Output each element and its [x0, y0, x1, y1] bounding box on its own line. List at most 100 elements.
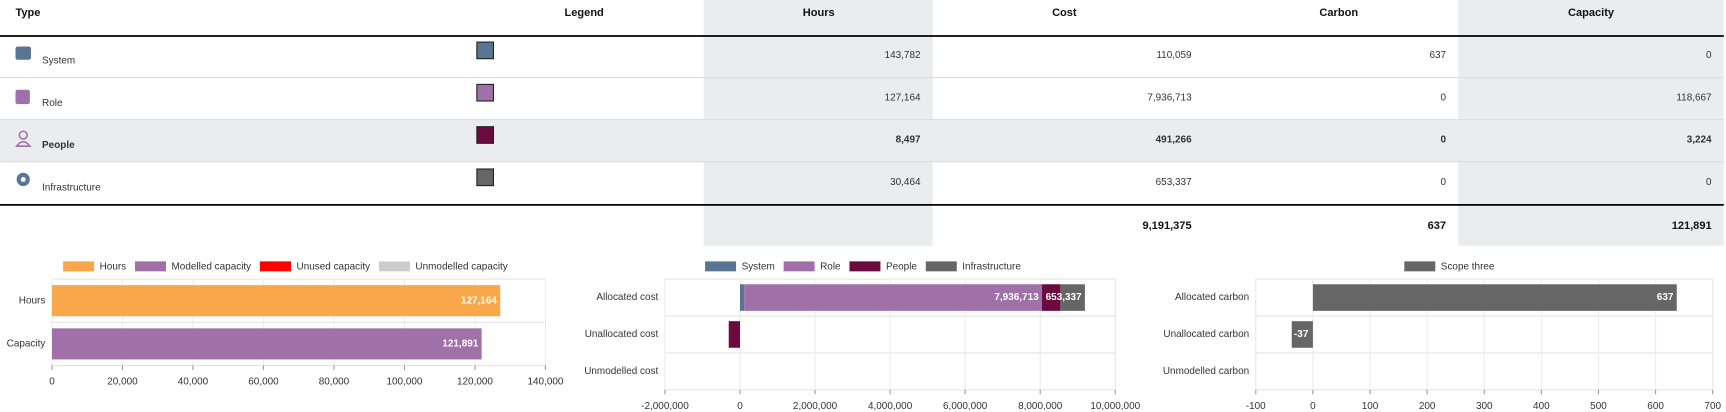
- x-tick-label: 100,000: [386, 377, 422, 388]
- bar-segment: [52, 328, 482, 360]
- people-icon: [15, 130, 32, 147]
- data-label: 637: [1657, 292, 1674, 303]
- legend-swatch: [705, 261, 737, 272]
- cell-value: 143,782: [885, 50, 921, 61]
- cell-value: 127,164: [885, 92, 921, 103]
- legend-label: Scope three: [1441, 262, 1495, 273]
- gear-icon: [16, 172, 30, 187]
- legend-swatch: [476, 168, 495, 187]
- legend-swatch: [135, 261, 166, 272]
- legend-label: Unmodelled capacity: [415, 262, 507, 273]
- x-tick-label: 40,000: [178, 377, 209, 388]
- legend-label: Infrastructure: [962, 262, 1021, 273]
- legend-swatch: [260, 261, 291, 272]
- legend: Scope three: [1404, 261, 1495, 273]
- category-label: Unmodelled carbon: [1163, 366, 1249, 377]
- row-type: Infrastructure: [42, 182, 101, 193]
- x-tick-label: 2,000,000: [793, 401, 838, 412]
- x-tick-label: 8,000,000: [1018, 401, 1063, 412]
- category-label: Unallocated cost: [585, 329, 659, 340]
- legend-swatch: [783, 261, 815, 272]
- x-tick-label: -2,000,000: [641, 401, 689, 412]
- legend-label: People: [886, 262, 917, 273]
- x-tick-label: 600: [1647, 401, 1664, 412]
- data-label: 653,337: [1046, 292, 1082, 303]
- x-tick-label: 60,000: [248, 377, 279, 388]
- x-tick-label: -100: [1246, 401, 1266, 412]
- data-label: 7,936,713: [994, 292, 1039, 303]
- bar-segment: [1060, 284, 1085, 311]
- legend-swatch: [476, 41, 495, 60]
- cell-value: 118,667: [1676, 92, 1712, 103]
- cell-value: 3,224: [1687, 135, 1712, 146]
- column-header: Capacity: [1568, 7, 1615, 19]
- legend-swatch: [925, 261, 957, 272]
- cell-value: 0: [1706, 177, 1712, 188]
- x-tick-label: 10,000,000: [1090, 401, 1140, 412]
- x-tick-label: 140,000: [527, 377, 563, 388]
- x-tick-label: 0: [1310, 401, 1316, 412]
- row-type: People: [42, 140, 75, 151]
- bar-segment: [728, 321, 741, 348]
- x-tick-label: 200: [1419, 401, 1436, 412]
- legend-label: System: [742, 262, 775, 273]
- column-header: Cost: [1052, 7, 1077, 19]
- legend: System Role People Infrastructure: [705, 261, 1021, 273]
- legend: Hours Modelled capacity Unused capacity Unm…: [63, 261, 508, 273]
- x-tick-label: 300: [1476, 401, 1493, 412]
- bar-segment: [52, 285, 501, 317]
- category-label: Hours: [19, 295, 46, 306]
- total-value: 9,191,375: [1142, 220, 1191, 232]
- cell-value: 653,337: [1156, 177, 1192, 188]
- cell-value: 110,059: [1156, 50, 1192, 61]
- cell-value: 0: [1441, 92, 1447, 103]
- x-tick-label: 80,000: [319, 377, 350, 388]
- row-type: System: [42, 56, 75, 67]
- column-header: Legend: [565, 7, 605, 19]
- role-icon: [15, 89, 30, 105]
- data-label: 121,891: [442, 339, 478, 350]
- category-label: Capacity: [7, 339, 46, 350]
- legend-swatch: [1404, 261, 1436, 272]
- legend-label: Hours: [100, 262, 127, 273]
- x-tick-label: 6,000,000: [943, 401, 988, 412]
- legend-swatch: [63, 261, 95, 272]
- cell-value: 8,497: [896, 135, 921, 146]
- bar-segment: [1291, 321, 1313, 348]
- category-label: Allocated carbon: [1175, 292, 1249, 303]
- cell-value: 0: [1441, 177, 1447, 188]
- cell-value: 7,936,713: [1147, 92, 1192, 103]
- cell-value: 0: [1441, 135, 1447, 146]
- cell-value: 30,464: [890, 177, 921, 188]
- legend-label: Unused capacity: [297, 262, 371, 273]
- legend-swatch: [849, 261, 881, 272]
- category-label: Unallocated carbon: [1163, 329, 1249, 340]
- x-tick-label: 20,000: [107, 377, 138, 388]
- x-tick-label: 100: [1362, 401, 1379, 412]
- legend-swatch: [476, 126, 495, 144]
- bar-segment: [744, 284, 1042, 311]
- bar-segment: [1312, 284, 1677, 311]
- bar-segment: [1041, 284, 1061, 311]
- legend-label: Role: [820, 262, 841, 273]
- legend-swatch: [378, 261, 410, 272]
- cell-value: 0: [1706, 50, 1712, 61]
- cell-value: 491,266: [1156, 135, 1192, 146]
- column-header: Carbon: [1319, 7, 1358, 19]
- x-tick-label: 120,000: [457, 377, 493, 388]
- x-tick-label: 0: [49, 377, 55, 388]
- category-label: Allocated cost: [596, 292, 658, 303]
- selected-row-bg: [0, 119, 1724, 162]
- total-value: 637: [1428, 220, 1446, 232]
- legend-label: Modelled capacity: [172, 262, 252, 273]
- category-label: Unmodelled cost: [584, 366, 658, 377]
- data-label: -37: [1294, 329, 1309, 340]
- row-type: Role: [42, 98, 63, 109]
- legend-swatch: [476, 83, 495, 102]
- x-tick-label: 0: [737, 401, 743, 412]
- x-tick-label: 400: [1533, 401, 1550, 412]
- x-tick-label: 4,000,000: [868, 401, 913, 412]
- system-icon: [15, 46, 31, 60]
- bar-segment: [740, 284, 745, 311]
